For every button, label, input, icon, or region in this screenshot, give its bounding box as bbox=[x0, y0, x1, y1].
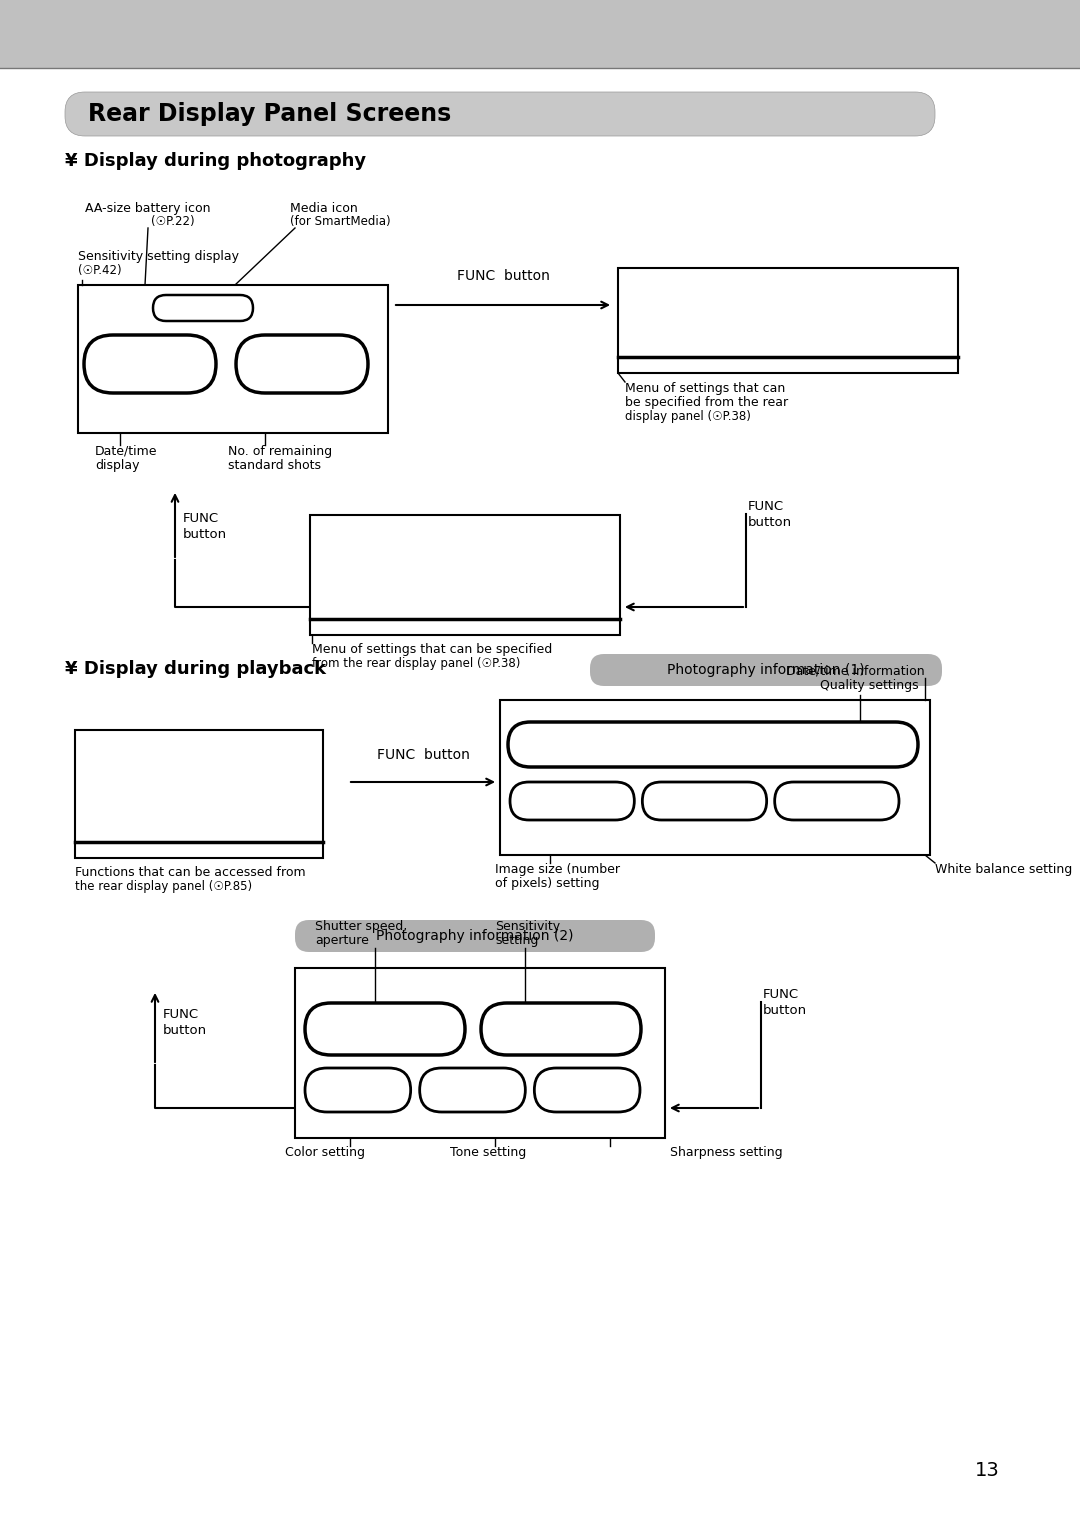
Text: Photography information (2): Photography information (2) bbox=[376, 929, 573, 943]
Bar bbox=[0, 0, 1080, 68]
FancyBboxPatch shape bbox=[84, 335, 216, 393]
Text: display: display bbox=[95, 459, 139, 472]
Text: FUNC  button: FUNC button bbox=[377, 748, 470, 762]
Text: Shutter speed,: Shutter speed, bbox=[315, 920, 407, 932]
Text: Rear Display Panel Screens: Rear Display Panel Screens bbox=[87, 101, 451, 126]
FancyBboxPatch shape bbox=[305, 1068, 410, 1112]
Text: of pixels) setting: of pixels) setting bbox=[495, 877, 599, 889]
FancyBboxPatch shape bbox=[481, 1003, 642, 1055]
Text: Menu of settings that can: Menu of settings that can bbox=[625, 382, 785, 395]
FancyBboxPatch shape bbox=[510, 782, 634, 820]
Text: standard shots: standard shots bbox=[228, 459, 321, 472]
Text: FUNC: FUNC bbox=[183, 511, 219, 525]
Text: ¥ Display during playback: ¥ Display during playback bbox=[65, 660, 326, 677]
Text: display panel (☉P.38): display panel (☉P.38) bbox=[625, 410, 751, 422]
Text: button: button bbox=[748, 516, 792, 528]
Text: Date/time: Date/time bbox=[95, 445, 158, 458]
FancyBboxPatch shape bbox=[590, 654, 942, 687]
Text: (☉P.22): (☉P.22) bbox=[151, 215, 194, 227]
Text: Color setting: Color setting bbox=[285, 1146, 365, 1160]
FancyBboxPatch shape bbox=[153, 295, 253, 321]
FancyBboxPatch shape bbox=[643, 782, 767, 820]
Text: from the rear display panel (☉P.38): from the rear display panel (☉P.38) bbox=[312, 657, 521, 670]
Text: Date/time information: Date/time information bbox=[786, 665, 924, 677]
FancyBboxPatch shape bbox=[237, 335, 368, 393]
FancyBboxPatch shape bbox=[508, 722, 918, 766]
Text: Sensitivity: Sensitivity bbox=[495, 920, 561, 932]
FancyBboxPatch shape bbox=[535, 1068, 640, 1112]
Text: AA-size battery icon: AA-size battery icon bbox=[85, 203, 211, 215]
Text: Image size (number: Image size (number bbox=[495, 863, 620, 876]
Text: Functions that can be accessed from: Functions that can be accessed from bbox=[75, 866, 306, 879]
Text: No. of remaining: No. of remaining bbox=[228, 445, 333, 458]
FancyBboxPatch shape bbox=[774, 782, 899, 820]
Text: White balance setting: White balance setting bbox=[935, 863, 1072, 876]
Text: Media icon: Media icon bbox=[291, 203, 357, 215]
Text: 13: 13 bbox=[975, 1461, 1000, 1481]
Bar bbox=[310, 515, 620, 634]
Text: be specified from the rear: be specified from the rear bbox=[625, 396, 788, 409]
Text: (☉P.42): (☉P.42) bbox=[78, 264, 122, 276]
FancyBboxPatch shape bbox=[295, 920, 654, 952]
Text: Menu of settings that can be specified: Menu of settings that can be specified bbox=[312, 644, 552, 656]
Bar bbox=[618, 267, 958, 373]
Text: button: button bbox=[163, 1025, 207, 1037]
Text: Quality settings: Quality settings bbox=[820, 679, 919, 693]
Text: button: button bbox=[183, 528, 227, 541]
Text: ¥ Display during photography: ¥ Display during photography bbox=[65, 152, 366, 170]
Text: button: button bbox=[762, 1005, 807, 1017]
Text: FUNC: FUNC bbox=[163, 1008, 199, 1021]
Text: the rear display panel (☉P.85): the rear display panel (☉P.85) bbox=[75, 880, 252, 892]
Text: aperture: aperture bbox=[315, 934, 369, 948]
FancyBboxPatch shape bbox=[305, 1003, 465, 1055]
Text: Tone setting: Tone setting bbox=[450, 1146, 526, 1160]
Bar bbox=[78, 286, 388, 433]
Text: FUNC: FUNC bbox=[762, 988, 799, 1001]
FancyBboxPatch shape bbox=[65, 92, 935, 137]
Text: FUNC  button: FUNC button bbox=[457, 269, 550, 283]
Bar bbox=[75, 730, 323, 859]
FancyBboxPatch shape bbox=[420, 1068, 525, 1112]
Text: Sensitivity setting display: Sensitivity setting display bbox=[78, 250, 239, 263]
Text: (for SmartMedia): (for SmartMedia) bbox=[291, 215, 391, 227]
Text: FUNC: FUNC bbox=[748, 501, 784, 513]
Text: setting: setting bbox=[495, 934, 538, 948]
Bar bbox=[500, 700, 930, 856]
Bar bbox=[295, 968, 665, 1138]
Text: Photography information (1): Photography information (1) bbox=[667, 664, 865, 677]
Text: Sharpness setting: Sharpness setting bbox=[670, 1146, 783, 1160]
